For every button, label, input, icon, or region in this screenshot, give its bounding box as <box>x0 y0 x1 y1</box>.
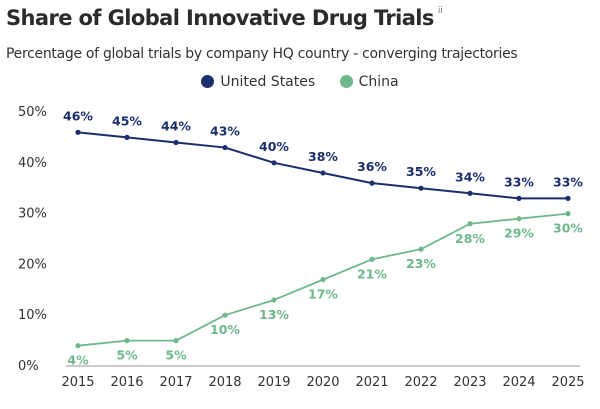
data-point-china-2017 <box>173 338 179 344</box>
data-point-us-2021 <box>369 180 375 186</box>
x-tick-label-2019: 2019 <box>257 375 290 390</box>
data-label-china-2020: 17% <box>308 287 338 302</box>
data-point-us-2022 <box>418 185 424 191</box>
chart-subtitle: Percentage of global trials by company H… <box>6 46 518 62</box>
data-point-us-2015 <box>75 129 81 135</box>
data-point-us-2018 <box>222 144 228 151</box>
data-label-china-2025: 30% <box>553 221 583 236</box>
y-tick-label-40: 40% <box>18 156 47 171</box>
data-point-us-2016 <box>124 134 130 140</box>
data-point-china-2021 <box>369 256 375 262</box>
chart-title: Share of Global Innovative Drug Trials ii <box>6 6 443 30</box>
data-label-us-2022: 35% <box>406 164 436 179</box>
data-point-us-2025 <box>565 195 571 201</box>
data-label-china-2024: 29% <box>504 226 534 241</box>
data-label-china-2023: 28% <box>455 231 485 246</box>
data-point-china-2020 <box>320 277 326 283</box>
data-label-us-2024: 33% <box>504 174 534 189</box>
data-point-china-2015 <box>75 343 81 349</box>
chart-legend: United States China <box>0 74 600 90</box>
legend-item-china: China <box>339 74 399 90</box>
data-point-china-2019 <box>271 297 277 303</box>
series-line-us <box>77 131 568 200</box>
x-tick-label-2024: 2024 <box>502 375 535 390</box>
data-point-us-2024 <box>516 195 522 201</box>
legend-marker-china <box>339 75 353 88</box>
data-label-us-2021: 36% <box>357 159 387 174</box>
data-label-us-2019: 40% <box>259 139 289 154</box>
y-tick-label-10: 10% <box>18 308 47 323</box>
data-label-us-2017: 44% <box>161 118 191 133</box>
data-label-us-2023: 34% <box>455 169 485 184</box>
data-point-us-2019 <box>271 160 277 166</box>
data-point-us-2020 <box>320 170 326 176</box>
data-label-us-2025: 33% <box>553 174 583 189</box>
data-point-us-2017 <box>173 139 179 146</box>
y-tick-label-30: 30% <box>18 207 47 222</box>
legend-label-china: China <box>358 74 399 90</box>
data-label-us-2016: 45% <box>112 113 142 128</box>
chart-title-text: Share of Global Innovative Drug Trials <box>6 6 434 30</box>
data-label-china-2015: 4% <box>67 353 89 368</box>
y-tick-label-20: 20% <box>18 257 47 272</box>
data-label-china-2021: 21% <box>357 266 387 281</box>
data-point-us-2023 <box>467 190 473 196</box>
x-tick-label-2016: 2016 <box>110 375 143 390</box>
x-tick-label-2017: 2017 <box>159 375 192 390</box>
x-tick-label-2018: 2018 <box>208 375 241 390</box>
legend-marker-united-states <box>201 75 215 88</box>
data-label-us-2020: 38% <box>308 149 338 164</box>
legend-label-united-states: United States <box>220 74 316 90</box>
data-point-china-2016 <box>124 338 130 344</box>
legend-item-united-states: United States <box>201 74 315 90</box>
data-label-us-2018: 43% <box>210 124 240 139</box>
x-tick-label-2025: 2025 <box>551 375 584 390</box>
y-tick-label-0: 0% <box>18 359 39 374</box>
data-point-china-2022 <box>418 246 424 252</box>
title-footnote-marker: ii <box>437 6 443 16</box>
data-label-china-2016: 5% <box>116 348 138 363</box>
x-tick-label-2022: 2022 <box>404 375 437 390</box>
x-tick-label-2023: 2023 <box>453 375 486 390</box>
data-label-china-2018: 10% <box>210 322 240 337</box>
data-label-china-2022: 23% <box>406 256 436 271</box>
x-tick-label-2020: 2020 <box>306 375 339 390</box>
data-point-china-2018 <box>222 312 228 318</box>
data-label-us-2015: 46% <box>63 108 93 123</box>
data-point-china-2024 <box>516 216 522 222</box>
data-label-china-2017: 5% <box>165 348 187 363</box>
data-label-china-2019: 13% <box>259 307 289 322</box>
data-point-china-2025 <box>565 211 571 217</box>
x-tick-label-2015: 2015 <box>61 375 94 390</box>
y-tick-label-50: 50% <box>18 105 47 120</box>
x-tick-label-2021: 2021 <box>355 375 388 390</box>
data-point-china-2023 <box>467 221 473 227</box>
